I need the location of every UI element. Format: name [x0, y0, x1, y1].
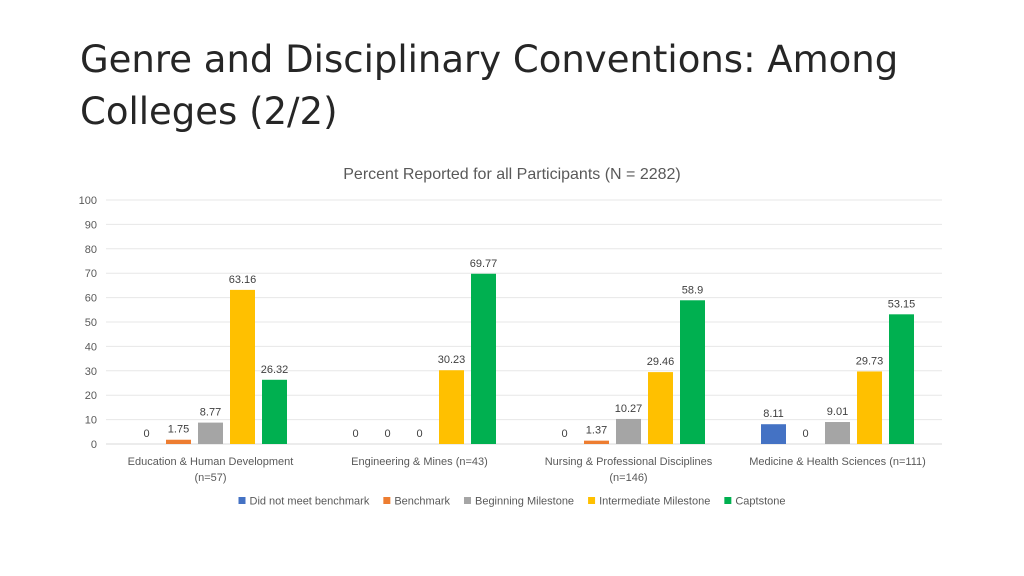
data-label: 0 — [416, 428, 422, 440]
bar — [262, 379, 287, 444]
legend-label: Benchmark — [394, 496, 450, 508]
data-label: 58.9 — [682, 284, 703, 296]
legend-label: Did not meet benchmark — [250, 496, 370, 508]
legend-swatch — [463, 497, 471, 504]
data-label: 53.15 — [888, 298, 916, 310]
y-tick-label: 80 — [85, 244, 97, 256]
y-tick-label: 40 — [85, 341, 97, 353]
legend-label: Beginning Milestone — [475, 496, 574, 508]
y-tick-label: 60 — [85, 293, 97, 305]
category-label: Medicine & Health Sciences (n=111) — [749, 456, 926, 468]
bar — [471, 273, 496, 444]
bar — [857, 371, 882, 444]
data-label: 0 — [143, 428, 149, 440]
data-label: 63.16 — [229, 274, 257, 286]
y-tick-label: 10 — [85, 415, 97, 427]
data-label: 0 — [352, 428, 358, 440]
y-tick-label: 0 — [91, 439, 97, 451]
data-label: 8.11 — [763, 408, 784, 420]
data-label: 0 — [802, 428, 808, 440]
y-tick-label: 30 — [85, 366, 97, 378]
legend-label: Intermediate Milestone — [599, 496, 710, 508]
legend-swatch — [724, 497, 732, 504]
bar — [761, 424, 786, 444]
legend-swatch — [383, 497, 391, 504]
data-label: 30.23 — [438, 354, 466, 366]
category-label: (n=57) — [194, 472, 226, 484]
bar — [616, 418, 641, 444]
category-label: (n=146) — [609, 472, 647, 484]
data-label: 29.46 — [647, 356, 675, 368]
data-label: 10.27 — [615, 403, 643, 415]
category-label: Nursing & Professional Disciplines — [545, 456, 713, 468]
chart-title: Percent Reported for all Participants (N… — [343, 166, 681, 183]
bar — [166, 439, 191, 444]
legend-swatch — [238, 497, 246, 504]
legend-swatch — [588, 497, 596, 504]
slide-title: Genre and Disciplinary Conventions: Amon… — [80, 38, 899, 133]
bar — [584, 440, 609, 444]
data-label: 0 — [384, 428, 390, 440]
y-tick-label: 100 — [79, 195, 97, 207]
legend-label: Captstone — [735, 496, 785, 508]
bar — [825, 422, 850, 444]
data-label: 26.32 — [261, 364, 289, 376]
data-label: 1.37 — [586, 425, 607, 437]
category-label: Education & Human Development — [128, 456, 294, 468]
category-label: Engineering & Mines (n=43) — [351, 456, 488, 468]
y-tick-label: 50 — [85, 317, 97, 329]
y-tick-label: 20 — [85, 390, 97, 402]
data-label: 1.75 — [168, 424, 189, 436]
y-tick-label: 70 — [85, 268, 97, 280]
data-label: 0 — [561, 428, 567, 440]
bar — [648, 372, 673, 444]
data-label: 69.77 — [470, 258, 498, 270]
data-label: 8.77 — [200, 407, 221, 419]
bar — [198, 422, 223, 444]
data-label: 9.01 — [827, 406, 848, 418]
bar — [889, 314, 914, 444]
bar — [439, 370, 464, 444]
bar — [680, 300, 705, 444]
data-label: 29.73 — [856, 355, 884, 367]
y-tick-label: 90 — [85, 219, 97, 231]
bar — [230, 289, 255, 444]
